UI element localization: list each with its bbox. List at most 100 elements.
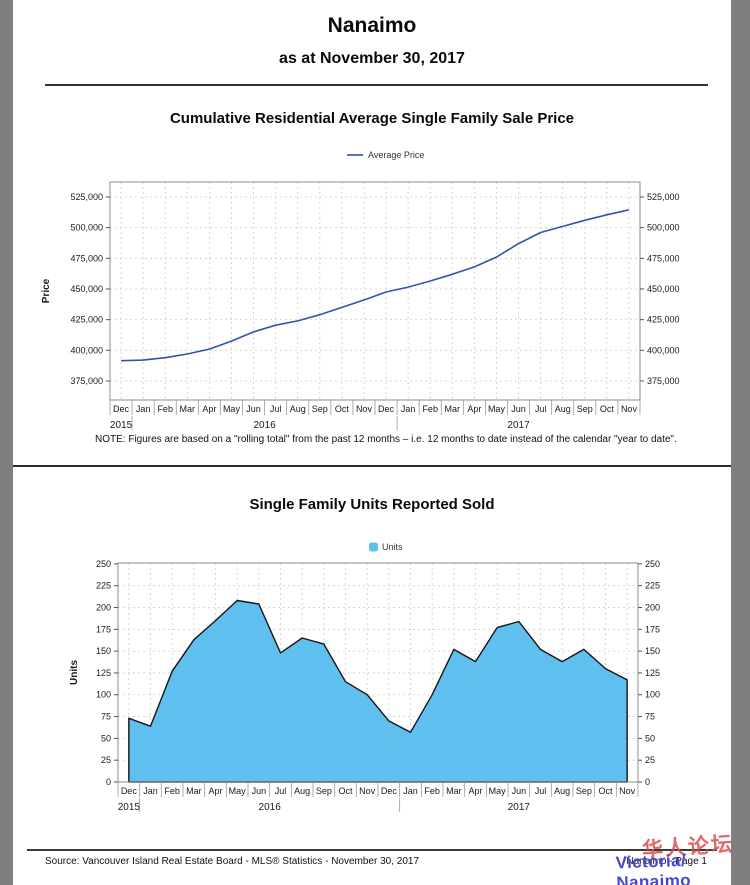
month-label: Nov: [359, 786, 376, 796]
footer-divider: [27, 849, 717, 851]
units-area-series: [128, 599, 628, 783]
y-tick-label: 375,000: [70, 376, 103, 386]
y-tick-label: 50: [101, 733, 111, 743]
month-label: Dec: [121, 786, 138, 796]
y-tick-label: 200: [645, 602, 660, 612]
month-label: Dec: [381, 786, 398, 796]
y-tick-label: 375,000: [647, 376, 680, 386]
year-label: 2015: [118, 802, 141, 813]
month-label: Jul: [275, 786, 287, 796]
y-tick-label: 425,000: [70, 315, 103, 325]
y-tick-label: 500,000: [647, 223, 680, 233]
y-tick-label: 100: [645, 690, 660, 700]
month-label: May: [223, 404, 241, 414]
month-label: Jun: [252, 786, 267, 796]
month-label: Sep: [576, 786, 592, 796]
units-chart-title: Single Family Units Reported Sold: [249, 496, 495, 513]
year-label: 2015: [110, 420, 133, 431]
month-label: Apr: [202, 404, 216, 414]
month-label: Apr: [468, 786, 482, 796]
y-tick-label: 175: [645, 624, 660, 634]
month-label: Apr: [208, 786, 222, 796]
month-label: Jun: [512, 786, 527, 796]
y-tick-label: 250: [645, 559, 660, 569]
year-label: 2016: [253, 420, 276, 431]
y-tick-label: 175: [96, 624, 111, 634]
y-tick-label: 525,000: [647, 192, 680, 202]
month-label: Oct: [598, 786, 613, 796]
plot-border: [109, 181, 641, 401]
month-label: Feb: [164, 786, 180, 796]
year-label: 2017: [508, 802, 531, 813]
y-tick-label: 425,000: [647, 315, 680, 325]
page-title: Nanaimo: [327, 14, 417, 37]
average-price-line-series: [121, 209, 630, 362]
units-chart: 0 0 25 25 50 50 75 75 100 100 125 125 150 150 175 175 20…: [69, 542, 660, 813]
y-tick-label: 25: [645, 755, 655, 765]
month-label: Jun: [511, 404, 526, 414]
y-tick-label: 450,000: [647, 284, 680, 294]
y-tick-label: 525,000: [70, 192, 103, 202]
month-label: May: [489, 786, 507, 796]
y-tick-label: 25: [101, 755, 111, 765]
month-label: Oct: [600, 404, 615, 414]
month-label: Feb: [422, 404, 438, 414]
month-label: Nov: [619, 786, 636, 796]
price-chart-title: Cumulative Residential Average Single Fa…: [169, 110, 575, 127]
y-tick-label: 475,000: [647, 253, 680, 263]
legend-square-marker: [369, 542, 378, 552]
watermark-site: Victoria/ Nanaimo: [615, 850, 692, 885]
month-label: Jun: [246, 404, 261, 414]
month-label: Dec: [113, 404, 130, 414]
header-divider: [45, 84, 708, 86]
month-label: Aug: [290, 404, 306, 414]
month-label: Aug: [294, 786, 310, 796]
y-axis-title: Units: [69, 660, 80, 685]
legend-label: Average Price: [368, 150, 424, 160]
month-label: May: [488, 404, 506, 414]
y-tick-label: 100: [96, 690, 111, 700]
month-label: Apr: [467, 404, 481, 414]
month-label: Jan: [143, 786, 158, 796]
legend-label: Units: [382, 542, 403, 552]
month-label: Mar: [445, 404, 461, 414]
y-tick-label: 475,000: [70, 253, 103, 263]
y-tick-label: 400,000: [647, 345, 680, 355]
year-label: 2016: [259, 802, 282, 813]
month-label: Feb: [424, 786, 440, 796]
y-tick-label: 150: [645, 646, 660, 656]
y-axis-title: Price: [41, 278, 52, 303]
month-label: Nov: [621, 404, 638, 414]
month-label: Sep: [316, 786, 332, 796]
month-label: May: [229, 786, 247, 796]
y-tick-label: 500,000: [70, 223, 103, 233]
y-tick-label: 75: [645, 712, 655, 722]
section-divider: [13, 465, 731, 467]
y-tick-label: 150: [96, 646, 111, 656]
month-label: Jan: [403, 786, 418, 796]
year-label: 2017: [507, 420, 530, 431]
month-label: Aug: [555, 404, 571, 414]
y-tick-label: 0: [645, 777, 650, 787]
y-tick-label: 400,000: [70, 345, 103, 355]
month-label: Jul: [535, 404, 547, 414]
month-label: Oct: [338, 786, 353, 796]
month-label: Nov: [356, 404, 373, 414]
y-tick-label: 250: [96, 559, 111, 569]
month-label: Feb: [157, 404, 173, 414]
y-tick-label: 225: [96, 581, 111, 591]
y-tick-label: 125: [645, 668, 660, 678]
month-label: Mar: [446, 786, 462, 796]
page-subtitle: as at November 30, 2017: [279, 50, 465, 67]
y-tick-label: 0: [106, 777, 111, 787]
month-label: Jul: [535, 786, 547, 796]
month-label: Jan: [401, 404, 416, 414]
y-tick-label: 225: [645, 581, 660, 591]
y-tick-label: 450,000: [70, 284, 103, 294]
month-label: Mar: [186, 786, 202, 796]
month-label: Sep: [312, 404, 328, 414]
month-label: Jul: [270, 404, 282, 414]
month-label: Sep: [577, 404, 593, 414]
month-label: Oct: [335, 404, 350, 414]
